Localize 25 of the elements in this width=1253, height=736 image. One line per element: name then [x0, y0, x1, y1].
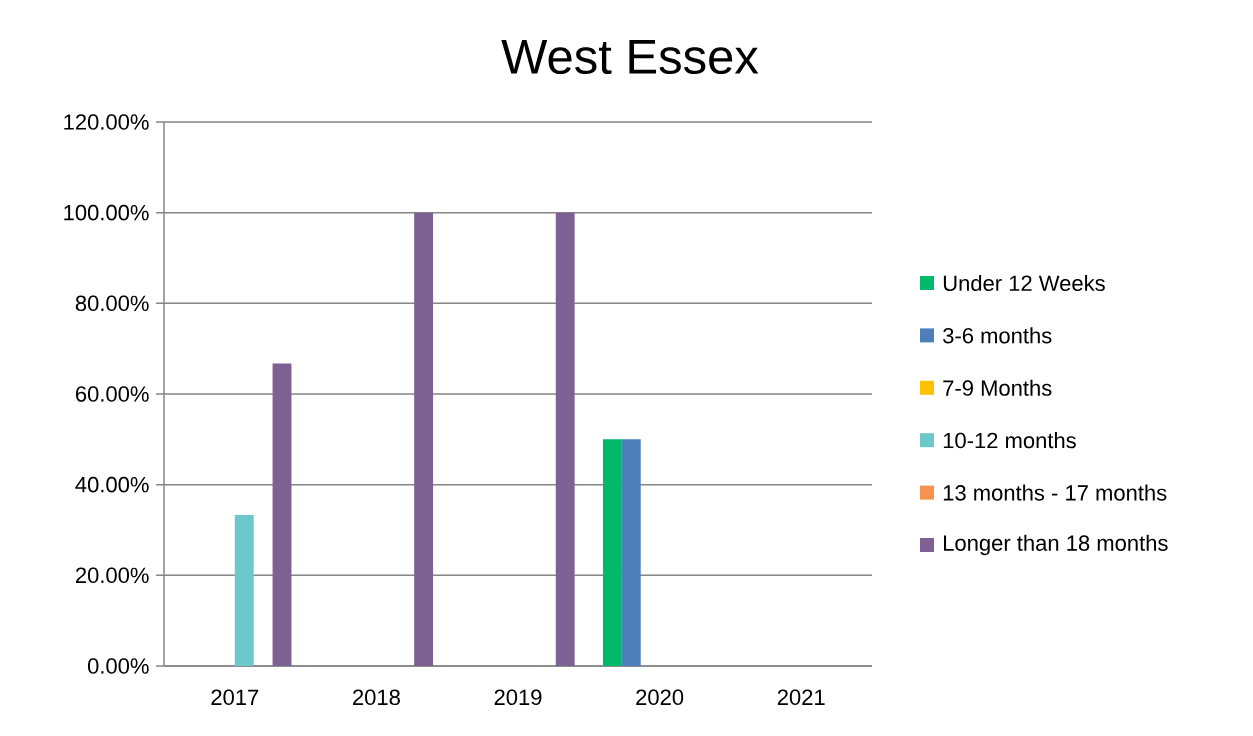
- bar: [555, 212, 575, 666]
- legend-label: 10-12 months: [943, 432, 1076, 449]
- legend-label: Under 12 Weeks: [943, 274, 1105, 292]
- y-tick-label: 20.00%: [75, 567, 149, 584]
- y-tick-label: 80.00%: [75, 295, 149, 312]
- bar: [621, 439, 641, 666]
- legend-label: 7-9 Months: [943, 379, 1052, 396]
- legend-label: Longer than 18 months: [944, 534, 1168, 556]
- x-tick-label: 2021: [777, 689, 825, 706]
- y-tick-label: 0.00%: [87, 658, 149, 674]
- x-tick-label: 2019: [494, 689, 542, 706]
- bar: [414, 212, 434, 666]
- x-tick-label: 2018: [353, 689, 400, 706]
- bar: [602, 439, 622, 666]
- legend-label: 13 months - 17 months: [943, 484, 1167, 501]
- bar: [272, 363, 292, 666]
- bar: [234, 515, 254, 666]
- y-tick-label: 100.00%: [64, 204, 149, 221]
- y-tick-label: 120.00%: [64, 114, 149, 130]
- y-tick-label: 40.00%: [75, 476, 149, 493]
- chart-title: West Essex: [501, 39, 759, 75]
- y-tick-label: 60.00%: [75, 386, 149, 402]
- legend-label: 3-6 months: [943, 327, 1052, 344]
- x-tick-label: 2017: [211, 689, 259, 706]
- x-tick-label: 2020: [636, 689, 684, 706]
